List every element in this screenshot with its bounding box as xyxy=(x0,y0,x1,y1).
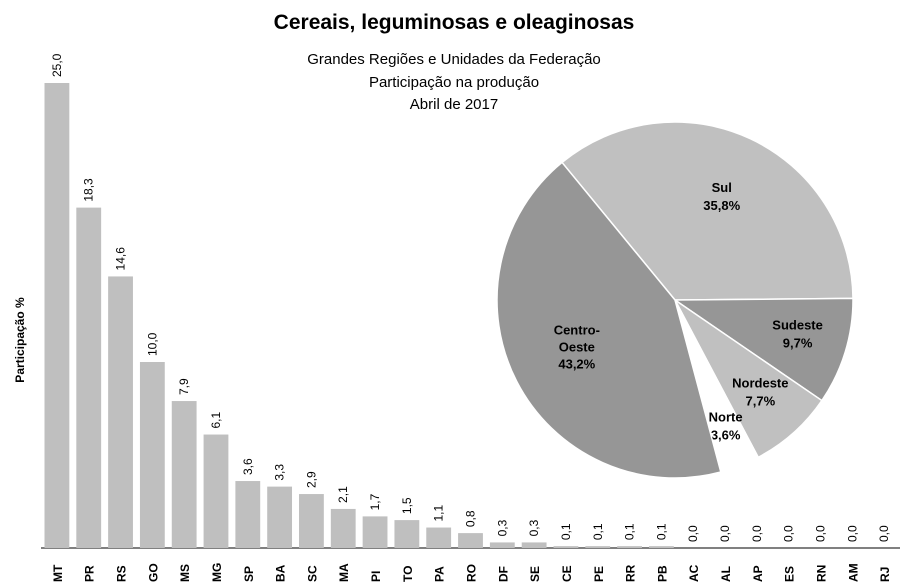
value-label: 14,6 xyxy=(114,247,128,271)
x-tick-label: GO xyxy=(146,563,160,582)
y-axis-label: Participação % xyxy=(13,297,27,383)
chart-title: Cereais, leguminosas e oleaginosas xyxy=(274,11,635,34)
bar xyxy=(267,486,293,548)
slice-value-label: 7,7% xyxy=(746,394,776,409)
value-label: 0,0 xyxy=(782,525,796,542)
bar xyxy=(426,527,452,548)
x-tick-label: PR xyxy=(83,565,97,582)
subtitle: Abril de 2017 xyxy=(410,96,498,113)
slice-value-label: 43,2% xyxy=(558,356,595,371)
bar xyxy=(108,276,133,548)
slice-value-label: 9,7% xyxy=(783,335,813,350)
x-tick-label: RS xyxy=(115,565,129,582)
value-label: 2,1 xyxy=(336,486,350,503)
value-label: 0,1 xyxy=(654,523,668,540)
bar xyxy=(330,508,356,548)
value-label: 1,1 xyxy=(432,505,446,522)
x-tick-label: SC xyxy=(305,565,319,582)
value-label: 25,0 xyxy=(50,53,64,77)
slice-label: Nordeste xyxy=(732,376,788,391)
x-tick-label: PE xyxy=(592,566,606,582)
value-label: 0,0 xyxy=(813,525,827,542)
pie-slice xyxy=(672,297,854,402)
bar xyxy=(139,362,165,548)
bar xyxy=(44,83,70,548)
value-label: 0,3 xyxy=(527,519,541,536)
value-label: 2,9 xyxy=(304,471,318,488)
value-label: 0,0 xyxy=(718,525,732,542)
bar xyxy=(76,207,102,548)
slice-label: Sudeste xyxy=(772,317,823,332)
x-tick-label: ES xyxy=(783,566,797,582)
subtitle: Grandes Regiões e Unidades da Federação xyxy=(307,51,601,68)
x-tick-label: PI xyxy=(369,571,383,582)
value-label: 0,0 xyxy=(845,525,859,542)
slice-label: Centro-Oeste xyxy=(554,322,600,354)
pie-slice xyxy=(496,161,722,479)
value-label: 0,0 xyxy=(686,525,700,542)
x-tick-label: AC xyxy=(687,564,701,582)
bar xyxy=(203,434,229,548)
slice-label: Norte xyxy=(709,409,743,424)
slice-label: Sul xyxy=(712,180,732,195)
bar xyxy=(648,546,674,548)
x-tick-label: RN xyxy=(814,565,828,582)
value-label: 1,5 xyxy=(400,497,414,514)
x-tick-label: MS xyxy=(178,564,192,582)
bar xyxy=(553,546,579,548)
bar xyxy=(362,516,388,548)
subtitle: Participação na produção xyxy=(369,74,539,91)
bar xyxy=(585,546,611,548)
x-tick-label: MA xyxy=(337,563,351,582)
pie-slice xyxy=(560,121,854,301)
bar xyxy=(171,401,197,548)
x-tick-label: MG xyxy=(210,563,224,582)
x-tick-label: PA xyxy=(433,566,447,582)
value-label: 0,1 xyxy=(559,523,573,540)
bar xyxy=(299,494,324,548)
x-tick-label: MT xyxy=(51,564,65,582)
x-tick-label: RO xyxy=(465,564,479,582)
slice-value-label: 3,6% xyxy=(711,427,741,442)
x-tick-label: AL xyxy=(719,566,733,582)
x-tick-label: RJ xyxy=(878,567,892,582)
value-label: 0,3 xyxy=(495,519,509,536)
x-tick-label: DF xyxy=(496,566,510,582)
x-tick-label: TO xyxy=(401,566,415,582)
x-tick-label: CE xyxy=(560,565,574,582)
x-tick-label: RR xyxy=(624,564,638,582)
x-tick-label: SP xyxy=(242,566,256,582)
x-tick-label: AP xyxy=(751,565,765,582)
bar xyxy=(521,542,547,548)
bar xyxy=(489,542,515,548)
value-label: 0,1 xyxy=(591,523,605,540)
value-label: 7,9 xyxy=(177,378,191,395)
value-label: 10,0 xyxy=(145,332,159,356)
slice-value-label: 35,8% xyxy=(703,198,740,213)
value-label: 0,8 xyxy=(464,510,478,527)
x-tick-label: SE xyxy=(528,566,542,582)
bar xyxy=(458,533,483,548)
bar xyxy=(617,546,642,548)
value-label: 0,0 xyxy=(877,525,891,542)
x-tick-label: BA xyxy=(274,564,288,582)
x-tick-label: PB xyxy=(655,565,669,582)
value-label: 3,6 xyxy=(241,458,255,475)
value-label: 0,0 xyxy=(750,525,764,542)
value-label: 0,1 xyxy=(623,523,637,540)
bar xyxy=(394,520,420,548)
value-label: 18,3 xyxy=(82,178,96,202)
x-tick-label: AM xyxy=(846,563,860,582)
bar xyxy=(235,481,261,548)
value-label: 6,1 xyxy=(209,412,223,429)
value-label: 1,7 xyxy=(368,493,382,510)
value-label: 3,3 xyxy=(273,464,287,481)
